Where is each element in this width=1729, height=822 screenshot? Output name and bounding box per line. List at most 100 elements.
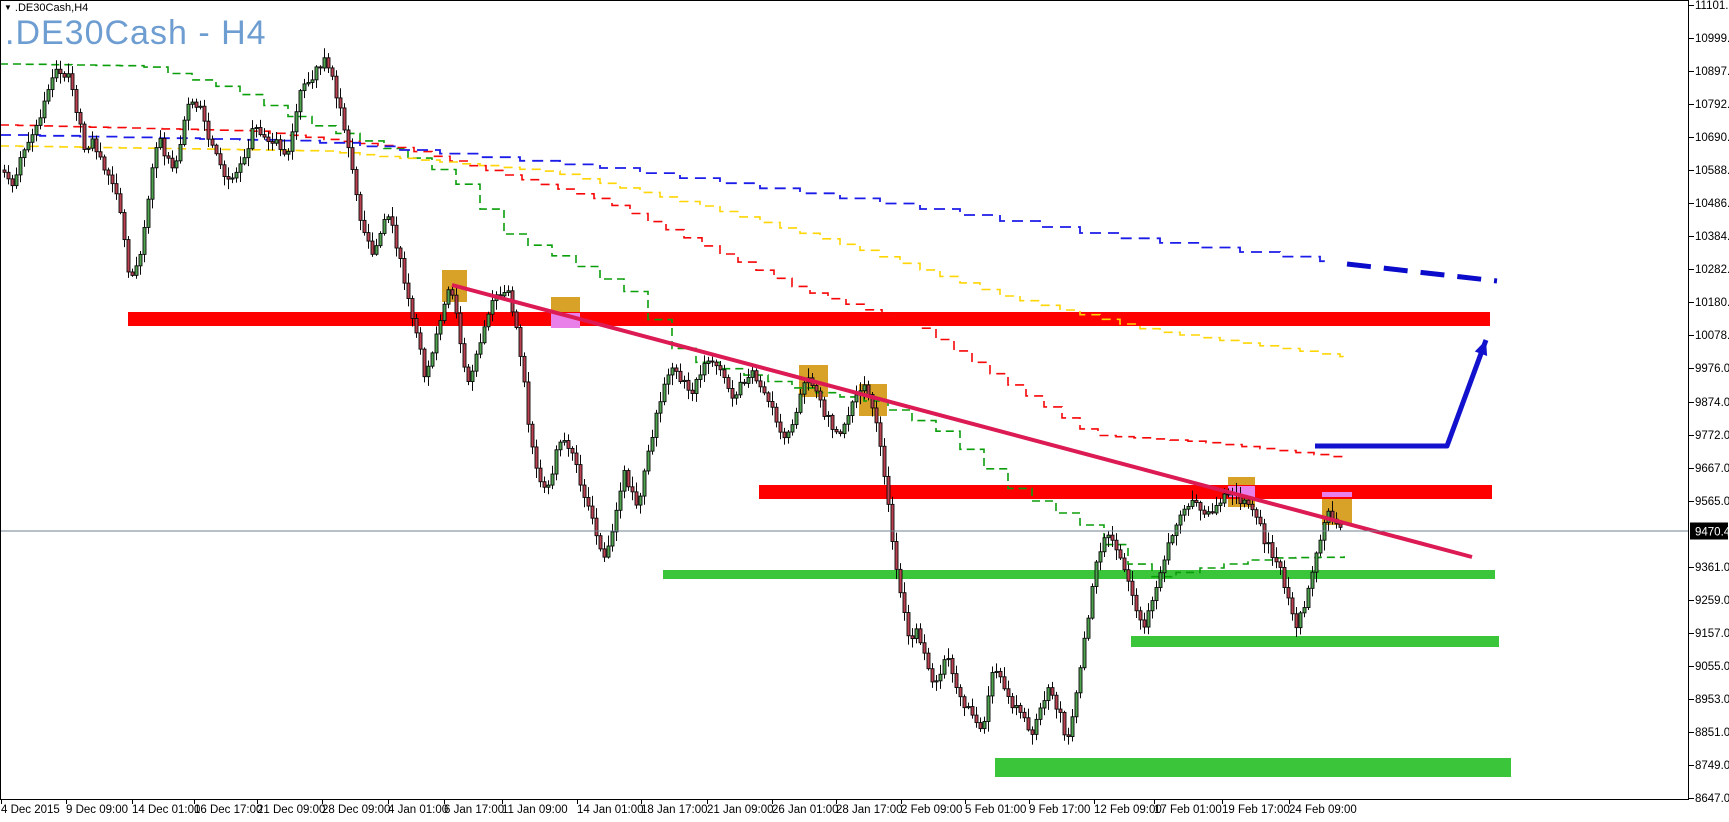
bear-candle <box>390 216 395 226</box>
bear-candle <box>538 467 543 483</box>
bull-candle <box>1034 718 1039 735</box>
bull-candle <box>1086 617 1091 639</box>
bear-candle <box>338 97 343 109</box>
support-zone-band[interactable] <box>663 570 1495 579</box>
bull-candle <box>826 414 831 417</box>
bear-candle <box>1058 708 1063 713</box>
bull-candle <box>706 360 711 364</box>
bull-candle <box>982 721 987 730</box>
bull-candle <box>54 68 59 79</box>
watermark-symbol-text: .DE30Cash - H4 <box>5 14 267 52</box>
bear-candle <box>774 406 779 423</box>
bull-candle <box>650 436 655 452</box>
bull-candle <box>486 313 491 328</box>
bull-candle <box>1102 537 1107 553</box>
bear-candle <box>822 399 827 417</box>
bull-candle <box>378 233 383 247</box>
resistance-zone-band[interactable] <box>759 485 1492 499</box>
bear-candle <box>1062 711 1067 736</box>
bear-candle <box>978 722 983 730</box>
bear-candle <box>678 370 683 383</box>
bull-candle <box>1306 587 1311 608</box>
bear-candle <box>574 452 579 466</box>
bull-candle <box>306 81 311 85</box>
bear-candle <box>422 348 427 378</box>
bear-candle <box>410 298 415 319</box>
bear-candle <box>1286 587 1291 599</box>
bear-candle <box>334 75 339 99</box>
zone-touch-marker-box[interactable] <box>1228 486 1255 497</box>
time-tick-label: 16 Dec 17:00 <box>194 804 262 816</box>
bull-candle <box>1162 559 1167 574</box>
bear-candle <box>162 137 167 157</box>
bull-candle <box>286 150 291 155</box>
bull-candle <box>142 226 147 255</box>
bull-candle <box>666 374 671 385</box>
bull-candle <box>1298 612 1303 629</box>
bear-candle <box>202 105 207 122</box>
bear-candle <box>358 194 363 221</box>
bull-candle <box>550 473 555 486</box>
bull-candle <box>1042 700 1047 709</box>
bull-candle <box>1014 705 1019 709</box>
bear-candle <box>782 431 787 439</box>
bull-candle <box>478 342 483 355</box>
bear-candle <box>1118 549 1123 559</box>
bull-candle <box>1190 499 1195 507</box>
bear-candle <box>630 486 635 493</box>
bear-candle <box>778 421 783 433</box>
bear-candle <box>6 171 11 180</box>
price-tick-label: 8953.0 <box>1695 694 1729 706</box>
support-zone-band[interactable] <box>1131 636 1499 647</box>
descending-trendline[interactable] <box>451 283 1473 559</box>
bull-candle <box>1158 572 1163 588</box>
symbol-timeframe-label[interactable]: ▼ .DE30Cash,H4 <box>4 2 88 14</box>
bear-candle <box>726 377 731 389</box>
bear-candle <box>866 384 871 395</box>
price-tick-label: 11101.0 <box>1695 0 1729 12</box>
resistance-zone-band[interactable] <box>128 312 1490 326</box>
bull-candle <box>86 147 91 150</box>
bull-candle <box>502 292 507 297</box>
bull-candle <box>1218 502 1223 506</box>
chart-dropdown-icon[interactable]: ▼ <box>4 3 12 12</box>
time-tick-label: 9 Dec 09:00 <box>66 804 128 816</box>
bull-candle <box>862 384 867 392</box>
bull-candle <box>386 216 391 220</box>
bull-candle <box>794 411 799 426</box>
bull-candle <box>546 484 551 488</box>
bear-candle <box>742 381 747 384</box>
bear-candle <box>1270 542 1275 559</box>
bear-candle <box>962 696 967 709</box>
bull-candle <box>1146 610 1151 628</box>
bull-candle <box>1046 687 1051 702</box>
bear-candle <box>82 123 87 150</box>
supply-zone-box[interactable] <box>551 297 580 313</box>
time-tick-label: 26 Jan 01:00 <box>772 804 839 816</box>
time-tick-label: 21 Dec 09:00 <box>257 804 325 816</box>
current-price-label: 9470.4 <box>1695 527 1729 539</box>
zone-touch-marker-box[interactable] <box>1322 492 1352 497</box>
time-tick-label: 2 Feb 09:00 <box>901 804 962 816</box>
bull-candle <box>562 440 567 443</box>
time-tick-label: 14 Dec 01:00 <box>132 804 200 816</box>
bull-candle <box>642 470 647 497</box>
time-tick-label: 6 Jan 17:00 <box>444 804 504 816</box>
price-tick-label: 9874.0 <box>1695 397 1729 409</box>
bear-candle <box>222 164 227 177</box>
bull-candle <box>470 370 475 383</box>
bull-candle <box>618 490 623 511</box>
bull-candle <box>250 128 255 150</box>
bear-candle <box>830 414 835 430</box>
ma-projection-dashed-line[interactable] <box>1346 261 1498 284</box>
bull-candle <box>938 673 943 682</box>
bull-candle <box>186 103 191 121</box>
support-zone-band[interactable] <box>995 758 1511 777</box>
bull-candle <box>490 300 495 315</box>
breakout-projection-arrow[interactable] <box>1315 339 1489 449</box>
price-axis[interactable]: 11101.0 10999.0 10897.0 10792.0 10690.0 10588… <box>1689 0 1729 805</box>
bear-candle <box>754 370 759 382</box>
